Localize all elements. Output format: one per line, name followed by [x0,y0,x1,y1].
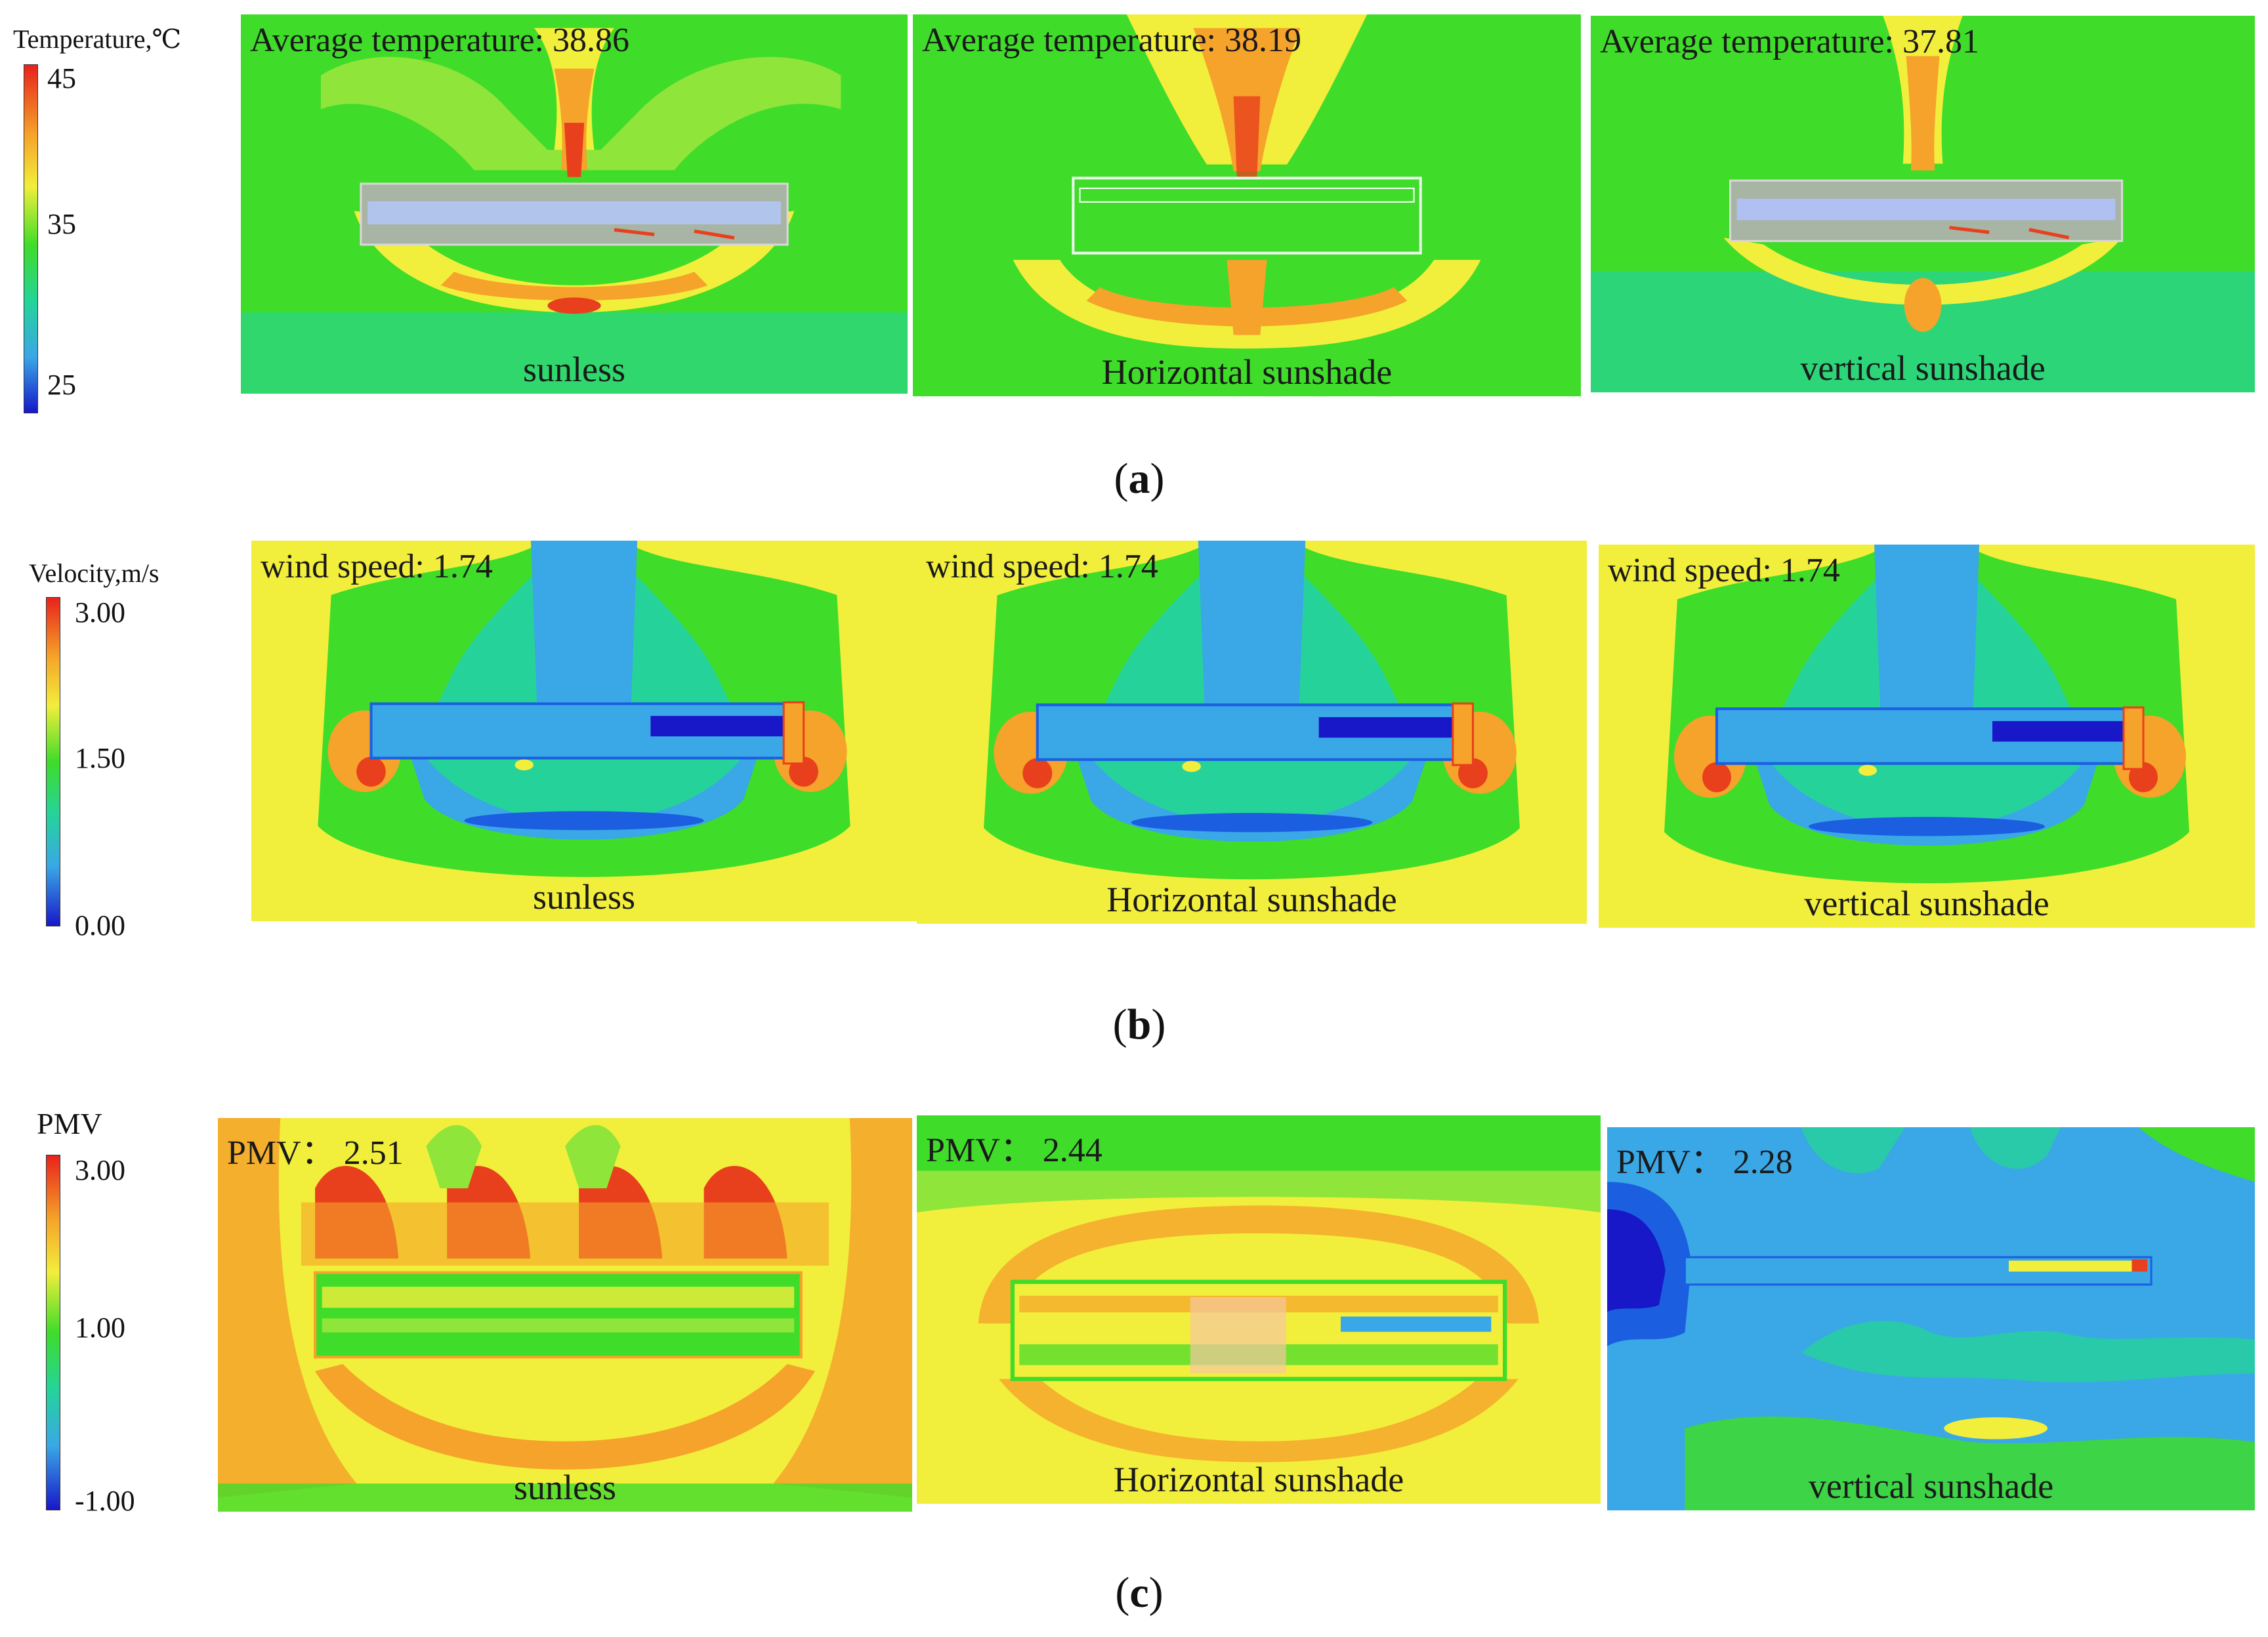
caption-letter: b [1127,1001,1152,1048]
pmv-legend: PMV 3.00 1.00 -1.00 [20,1102,236,1535]
legend-tick-max: 3.00 [75,596,125,629]
legend-tick-mid: 1.00 [75,1312,125,1344]
legend-tick-min: 25 [47,369,76,401]
wind-speed-label: wind speed: 1.74 [926,548,1158,585]
temperature-contour-image [241,14,908,394]
caption-close: ) [1151,1001,1166,1048]
pmv-color-bar [46,1155,60,1510]
legend-tick-mid: 1.50 [75,742,125,774]
subfigure-caption-b: (b) [1074,1000,1205,1050]
temperature-contour-image [1591,16,2255,392]
velocity-color-bar [46,597,60,926]
pmv-value-label: PMV： 2.28 [1616,1144,1793,1181]
velocity-panel-vertical-sunshade: wind speed: 1.74 vertical sunshade [1599,545,2255,928]
case-label: sunless [522,350,625,389]
pmv-panel-vertical-sunshade: PMV： 2.28 vertical sunshade [1607,1127,2255,1510]
case-label: Horizontal sunshade [1106,880,1397,919]
pmv-panel-horizontal-sunshade: PMV： 2.44 Horizontal sunshade [917,1115,1601,1504]
average-temperature-label: Average temperature: 38.86 [250,22,629,59]
legend-tick-min: -1.00 [75,1485,135,1517]
caption-close: ) [1150,455,1165,503]
velocity-contour-image [251,541,917,921]
caption-close: ) [1148,1569,1164,1617]
velocity-panel-sunless: wind speed: 1.74 sunless [251,541,917,921]
case-label: sunless [532,877,635,917]
temperature-contour-image [913,14,1581,396]
temperature-legend: Temperature,℃ 45 35 25 [9,24,226,413]
wind-speed-label: wind speed: 1.74 [1608,552,1840,589]
pmv-contour-image [917,1115,1601,1504]
case-label: Horizontal sunshade [1113,1460,1404,1499]
velocity-panel-horizontal-sunshade: wind speed: 1.74 Horizontal sunshade [917,541,1587,924]
wind-speed-label: wind speed: 1.74 [261,548,493,585]
legend-title: Temperature,℃ [13,24,182,54]
temperature-panel-vertical-sunshade: Average temperature: 37.81 vertical suns… [1591,16,2255,392]
caption-open: ( [1114,455,1129,503]
legend-tick-max: 45 [47,62,76,94]
pmv-contour-image [218,1118,912,1512]
case-label: sunless [513,1468,616,1507]
pmv-value-label: PMV： 2.51 [227,1134,404,1172]
subfigure-caption-a: (a) [1074,454,1205,504]
legend-title: Velocity,m/s [29,558,159,588]
pmv-contour-image [1607,1127,2255,1510]
velocity-contour-image [917,541,1587,924]
caption-open: ( [1115,1569,1130,1617]
caption-letter: a [1128,455,1150,503]
caption-letter: c [1129,1569,1149,1617]
temperature-color-bar [24,64,38,413]
average-temperature-label: Average temperature: 37.81 [1600,23,1979,60]
legend-tick-mid: 35 [47,208,76,240]
pmv-value-label: PMV： 2.44 [926,1132,1102,1169]
velocity-contour-image [1599,545,2255,928]
temperature-panel-horizontal-sunshade: Average temperature: 38.19 Horizontal su… [913,14,1581,396]
case-label: vertical sunshade [1808,1466,2054,1506]
velocity-legend: Velocity,m/s 3.00 1.50 0.00 [20,551,236,945]
average-temperature-label: Average temperature: 38.19 [922,22,1301,59]
pmv-panel-sunless: PMV： 2.51 sunless [218,1118,912,1512]
caption-open: ( [1112,1001,1127,1048]
legend-tick-max: 3.00 [75,1154,125,1186]
case-label: vertical sunshade [1804,884,2049,923]
legend-tick-min: 0.00 [75,909,125,942]
temperature-panel-sunless: Average temperature: 38.86 sunless [241,14,908,394]
legend-title: PMV [37,1107,102,1140]
case-label: Horizontal sunshade [1101,352,1393,392]
case-label: vertical sunshade [1800,348,2046,388]
subfigure-caption-c: (c) [1074,1568,1205,1618]
